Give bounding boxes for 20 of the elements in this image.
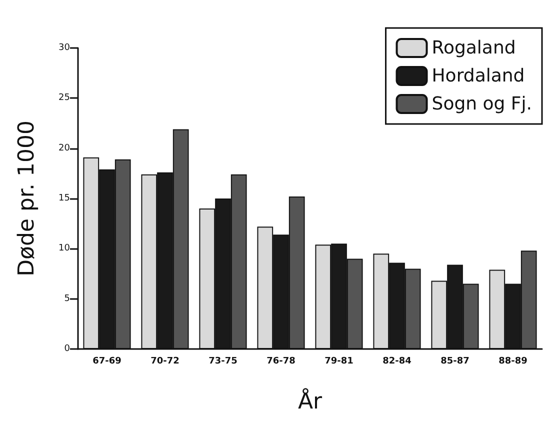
legend-label: Hordaland [432, 66, 525, 86]
y-tick-label: 20 [58, 143, 70, 154]
y-tick-label: 5 [64, 294, 70, 304]
x-axis-title: År [298, 388, 323, 414]
y-tick-label: 0 [64, 344, 70, 354]
x-tick-label: 73-75 [208, 356, 238, 366]
y-tick-label: 10 [58, 244, 70, 254]
x-tick-label: 76-78 [266, 356, 296, 366]
legend-label: Sogn og Fj. [432, 94, 532, 114]
y-axis-title: Døde pr. 1000 [14, 120, 40, 276]
x-tick-label: 88-89 [498, 356, 528, 366]
y-tick-label: 25 [58, 93, 70, 104]
x-tick-label: 82-84 [382, 356, 412, 366]
y-tick-label: 15 [58, 194, 70, 204]
legend-label: Rogaland [432, 38, 516, 58]
x-tick-label: 79-81 [324, 356, 354, 366]
x-tick-label: 85-87 [440, 356, 470, 366]
x-tick-label: 67-69 [92, 356, 122, 366]
x-tick-label: 70-72 [150, 356, 180, 366]
y-tick-label: 30 [58, 43, 70, 53]
